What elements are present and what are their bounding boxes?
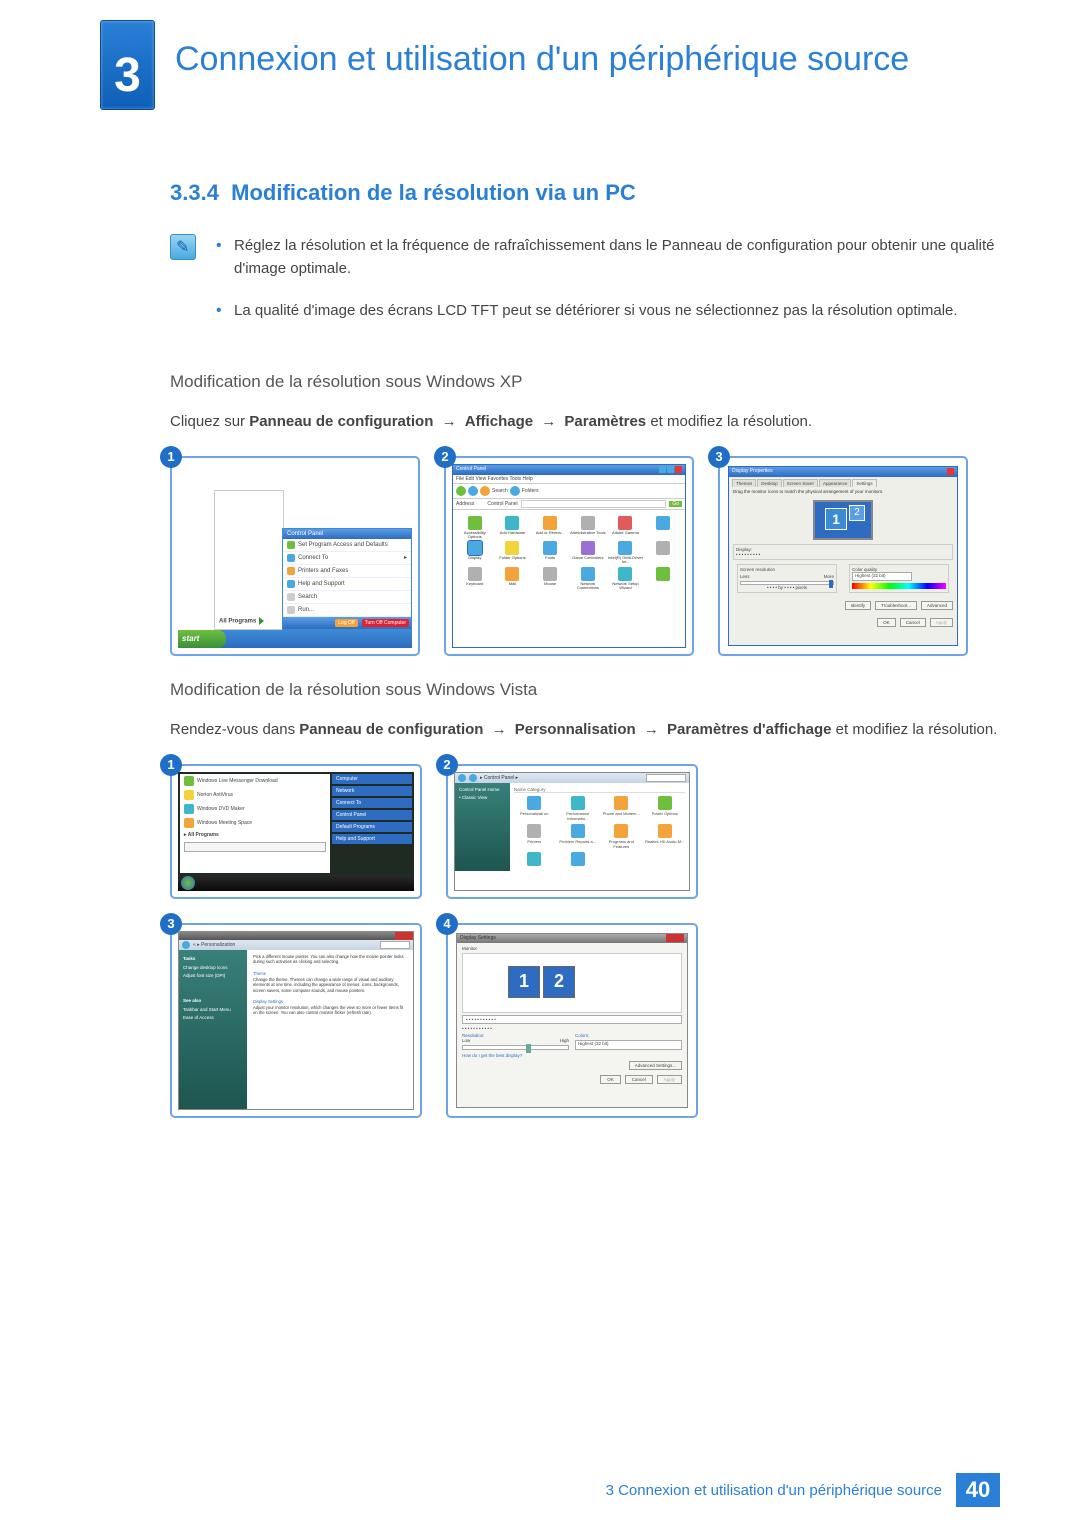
arrow-icon: → [438, 410, 461, 434]
screenshot-xp-control-panel: 2 Control Panel File Edit View Favorites… [444, 456, 694, 656]
vista-subhead: Modification de la résolution sous Windo… [170, 680, 1000, 700]
screenshot-vista-control-panel: 2 ▸ Control Panel ▸ Control Panel Home• … [446, 764, 698, 899]
chapter-title: Connexion et utilisation d'un périphériq… [175, 20, 909, 81]
arrow-icon: → [537, 410, 560, 434]
screenshot-xp-start-menu: 1 All Programs Control Panel Set Program… [170, 456, 420, 656]
chapter-number-tab: 3 [100, 20, 155, 110]
arrow-icon: → [488, 718, 511, 742]
start-orb-icon[interactable] [181, 876, 195, 890]
screenshot-vista-start-menu: 1 Windows Live Messenger DownloadNorton … [170, 764, 422, 899]
xp-subhead: Modification de la résolution sous Windo… [170, 372, 1000, 392]
start-button[interactable]: start [178, 630, 226, 648]
section-heading: 3.3.4 Modification de la résolution via … [170, 180, 1000, 206]
note-icon [170, 234, 196, 260]
note-item: Réglez la résolution et la fréquence de … [216, 234, 1000, 281]
screenshot-vista-display-settings: 4 Display Settings Monitor 1 2 • • • • •… [446, 923, 698, 1118]
note-item: La qualité d'image des écrans LCD TFT pe… [216, 299, 1000, 322]
section-number: 3.3.4 [170, 180, 219, 205]
footer-text: 3 Connexion et utilisation d'un périphér… [606, 1482, 942, 1499]
section-title: Modification de la résolution via un PC [231, 180, 636, 205]
chapter-header: 3 Connexion et utilisation d'un périphér… [100, 20, 1000, 110]
page-footer: 3 Connexion et utilisation d'un périphér… [606, 1473, 1000, 1507]
note-block: Réglez la résolution et la fréquence de … [170, 234, 1000, 340]
xp-instruction: Cliquez sur Panneau de configuration → A… [170, 410, 1000, 434]
screenshot-xp-display-properties: 3 Display Properties ThemesDesktopScreen… [718, 456, 968, 656]
arrow-icon: → [640, 718, 663, 742]
screenshot-vista-personalization: 3 « ▸ Personalization TasksChange deskto… [170, 923, 422, 1118]
page-number: 40 [956, 1473, 1000, 1507]
vista-instruction: Rendez-vous dans Panneau de configuratio… [170, 718, 1000, 742]
